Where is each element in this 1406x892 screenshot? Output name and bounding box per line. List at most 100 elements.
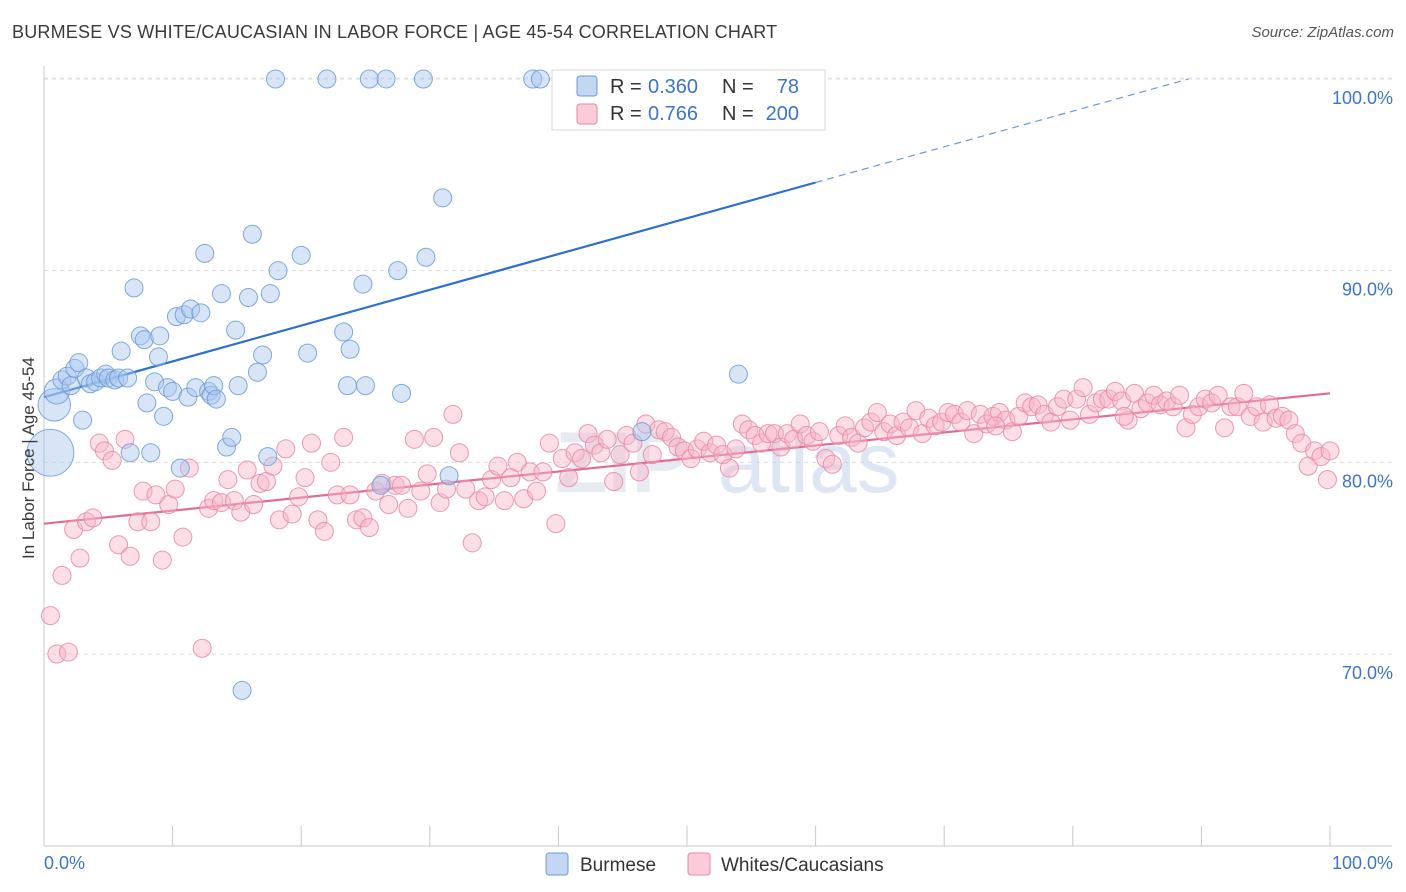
whites-point: [494, 491, 514, 511]
whites-point: [411, 481, 431, 501]
whites-point: [58, 642, 78, 662]
whites-point: [610, 445, 630, 465]
whites-point: [301, 433, 321, 453]
burmese-point: [154, 406, 174, 426]
series-legend: Burmese Whites/Caucasians: [545, 852, 884, 876]
burmese-point: [258, 447, 278, 467]
bottom-legend-swatch-whites: [687, 852, 711, 876]
whites-point: [70, 548, 90, 568]
burmese-point: [43, 378, 70, 405]
burmese-point: [69, 353, 89, 373]
burmese-point: [356, 376, 375, 396]
legend-swatch-burmese: [576, 75, 598, 97]
whites-point: [1144, 385, 1164, 405]
chart-title: BURMESE VS WHITE/CAUCASIAN IN LABOR FORC…: [12, 22, 778, 42]
burmese-point: [170, 458, 190, 478]
whites-point: [681, 449, 701, 468]
burmese-point: [226, 320, 246, 340]
burmese-point: [265, 69, 285, 89]
whites-point: [662, 427, 682, 447]
burmese-point: [206, 389, 226, 409]
burmese-point: [145, 372, 165, 392]
whites-point: [385, 475, 405, 495]
whites-point: [83, 508, 103, 528]
whites-point: [308, 510, 328, 530]
whites-point: [719, 458, 739, 478]
whites-point: [507, 452, 527, 472]
whites-point: [687, 439, 707, 459]
burmese-point: [728, 364, 748, 384]
whites-point: [752, 433, 772, 453]
whites-point: [334, 427, 354, 447]
burmese-point: [181, 299, 201, 319]
whites-point: [133, 481, 153, 501]
whites-point: [604, 472, 624, 491]
whites-point: [52, 565, 72, 585]
burmese-point: [359, 69, 379, 89]
whites-point: [584, 435, 604, 455]
whites-point: [758, 424, 778, 444]
stats-legend: R = 0.360 N = 78 R = 0.766 N = 200: [551, 69, 826, 131]
whites-point: [803, 431, 823, 451]
burmese-point: [523, 69, 543, 89]
legend-r-label: R =: [610, 76, 642, 98]
whites-point: [527, 481, 547, 501]
whites-point: [996, 410, 1016, 430]
burmese-point: [222, 427, 242, 447]
bottom-legend-swatch-burmese: [545, 852, 569, 876]
burmese-point: [52, 370, 72, 390]
whites-point: [295, 468, 315, 488]
whites-point: [867, 403, 887, 422]
whites-point: [204, 491, 224, 511]
whites-point: [263, 456, 283, 476]
whites-point: [1221, 397, 1241, 417]
burmese-point: [242, 224, 262, 244]
burmese-point: [268, 261, 288, 281]
whites-point: [951, 412, 971, 432]
whites-point: [224, 491, 244, 511]
whites-point: [899, 418, 919, 438]
burmese-point: [148, 347, 168, 367]
y-tick-labels: 100.0% 90.0% 80.0% 70.0%: [1332, 88, 1393, 683]
whites-point: [957, 401, 977, 421]
burmese-point: [85, 372, 105, 392]
whites-point: [1163, 397, 1183, 417]
burmese-point: [191, 303, 211, 323]
whites-point: [366, 481, 386, 501]
burmese-point: [371, 475, 391, 495]
whites-point: [392, 475, 412, 495]
whites-point: [642, 445, 662, 465]
burmese-point: [57, 366, 77, 386]
whites-point: [919, 408, 939, 428]
whites-point: [102, 450, 122, 470]
burmese-point: [137, 393, 157, 413]
bottom-legend-whites: Whites/Caucasians: [721, 855, 884, 876]
burmese-point: [340, 339, 360, 359]
burmese-point: [530, 69, 550, 89]
burmese-point: [141, 443, 161, 463]
whites-point: [359, 518, 379, 537]
burmese-point: [260, 284, 280, 304]
whites-point: [40, 606, 60, 626]
whites-point: [578, 424, 598, 444]
burmese-point: [376, 69, 396, 89]
whites-point: [1311, 447, 1331, 467]
whites-point: [269, 510, 289, 530]
burmese-point: [416, 247, 436, 267]
whites-point: [1240, 406, 1260, 426]
burmese-point: [228, 376, 248, 396]
whites-point: [47, 644, 67, 664]
whites-point: [539, 433, 559, 453]
whites-point: [120, 546, 140, 566]
whites-point: [572, 449, 592, 468]
burmese-point: [298, 343, 318, 363]
whites-point: [276, 439, 296, 459]
burmese-point: [195, 243, 215, 263]
whites-point: [443, 404, 463, 424]
whites-point: [289, 487, 309, 507]
whites-point: [707, 435, 727, 455]
y-tick-label: 80.0%: [1342, 471, 1393, 491]
burmese-point: [433, 188, 453, 208]
burmese-trend-line: [43, 181, 816, 399]
